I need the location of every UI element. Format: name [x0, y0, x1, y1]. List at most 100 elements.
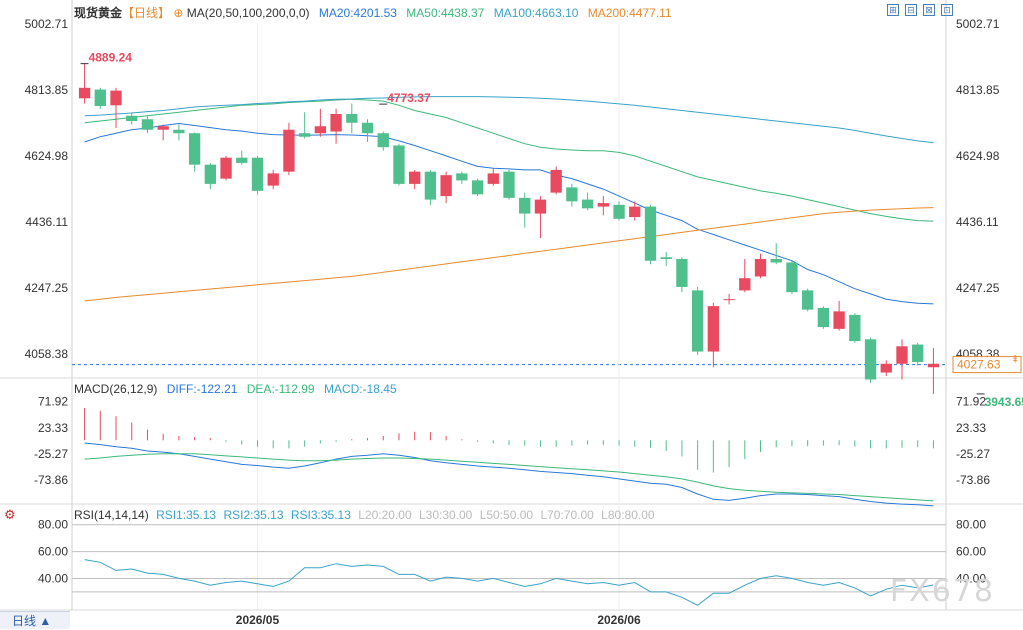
candle-body	[440, 175, 452, 197]
l20-value: L20:20.00	[358, 508, 412, 522]
rsi-line	[84, 559, 934, 606]
candle-body	[330, 114, 342, 132]
candle	[236, 150, 248, 165]
candle-body	[880, 363, 892, 373]
candle-body	[754, 258, 767, 277]
rsi-y-tick-label: 40.00	[38, 571, 68, 585]
candle	[802, 288, 814, 312]
candle-body	[723, 299, 735, 301]
candle-body	[110, 90, 122, 106]
ma100-value: MA100:4663.10	[493, 6, 579, 20]
candle-body	[409, 171, 421, 184]
candle	[613, 201, 625, 221]
current-price-box	[952, 356, 1022, 374]
candle-body	[896, 346, 908, 364]
axis-labels: 5002.71 5002.71 4813.85 4813.85 4624.98 4624.…	[25, 17, 1022, 627]
y-tick-label: 4247.25	[956, 281, 1000, 295]
rsi3-value: RSI3:35.13	[290, 508, 351, 522]
candle-body	[597, 203, 609, 207]
current-price-marker: ⇞	[1011, 355, 1019, 366]
candle-body	[707, 306, 720, 352]
candle	[298, 112, 311, 139]
y-tick-label: 5002.71	[956, 17, 1000, 31]
candle	[141, 115, 154, 134]
y-tick-label: 4436.11	[26, 215, 69, 229]
macd-value: MACD:-18.45	[323, 382, 397, 396]
x-tick-label: 2026/05	[236, 613, 280, 627]
macd-y-tick-label: 23.33	[38, 421, 68, 435]
candle-body	[912, 344, 924, 363]
rsi-panel	[72, 524, 946, 606]
candle-body	[267, 173, 279, 186]
zoom-in-icon[interactable]: ⊞	[887, 4, 899, 16]
rsi-y-tick-label: 60.00	[38, 545, 68, 559]
macd-y-tick-label: 71.92	[956, 395, 986, 409]
macd-panel	[84, 408, 934, 507]
candle-body	[691, 290, 704, 352]
candle	[770, 243, 782, 265]
candle-body	[927, 363, 940, 368]
rsi-y-tick-label: 60.00	[956, 545, 986, 559]
candle-body	[613, 204, 625, 219]
period-tab[interactable]: 日线 ▲	[0, 611, 70, 629]
candle	[550, 166, 562, 195]
l80-value: L80:80.00	[601, 508, 655, 522]
candle	[833, 300, 845, 331]
candle	[723, 293, 735, 305]
candle	[440, 171, 452, 204]
candle-body	[581, 199, 594, 209]
rsi-y-tick-label: 40.00	[956, 571, 986, 585]
macd-y-tick-label: -73.86	[34, 473, 68, 487]
candle-body	[786, 262, 798, 293]
candle-body	[126, 115, 138, 122]
candle	[660, 251, 672, 266]
candle	[267, 169, 279, 190]
y-tick-label: 4813.85	[956, 83, 1000, 97]
candle-body	[94, 89, 106, 106]
candle-body	[566, 187, 578, 202]
candle-body	[864, 339, 877, 380]
ma-line-ma200	[84, 207, 934, 302]
zoom-out-icon[interactable]: ⊟	[905, 4, 917, 16]
reset-icon[interactable]: ⊠	[923, 4, 935, 16]
rsi-gear-icon[interactable]: ⚙	[4, 507, 16, 522]
candle	[817, 306, 830, 329]
candle-body	[802, 290, 814, 310]
candle-body	[770, 258, 782, 263]
candle-body	[739, 278, 751, 291]
period-label[interactable]: 【日线】	[122, 6, 171, 20]
l30-value: L30:30.00	[418, 508, 473, 522]
candle-body	[283, 129, 295, 172]
settings-icon[interactable]: ⊕	[173, 6, 184, 20]
candle	[566, 183, 578, 207]
candle	[173, 124, 185, 141]
candle	[754, 253, 767, 279]
candle	[471, 178, 484, 197]
ma-line-ma20	[84, 122, 934, 305]
candle	[629, 201, 641, 221]
candle	[314, 108, 327, 137]
macd-diff-line	[84, 442, 934, 507]
candle	[849, 313, 861, 343]
annotation-label: 3943.65	[985, 395, 1023, 409]
candle-body	[487, 173, 499, 184]
grid-lines	[0, 0, 1023, 611]
moving-average-lines	[84, 96, 934, 305]
fullscreen-icon[interactable]: ⊡	[941, 4, 953, 16]
candle-body	[424, 171, 437, 200]
macd-params: MACD(26,12,9)	[74, 382, 158, 396]
candle-body	[503, 171, 515, 198]
candle-body	[220, 157, 232, 179]
macd-y-tick-label: -25.27	[956, 447, 990, 461]
candle-body	[377, 133, 389, 148]
candle-body	[519, 197, 531, 214]
candle	[880, 360, 892, 376]
candle	[220, 155, 232, 181]
candle-body	[550, 169, 562, 193]
candle-body	[833, 311, 845, 329]
macd-y-tick-label: -73.86	[956, 473, 990, 487]
macd-legend: MACD(26,12,9) DIFF:-122.21 DEA:-112.99 M…	[74, 382, 397, 396]
candle	[157, 124, 169, 141]
l50-value: L50:50.00	[479, 508, 534, 522]
candle	[534, 196, 547, 239]
